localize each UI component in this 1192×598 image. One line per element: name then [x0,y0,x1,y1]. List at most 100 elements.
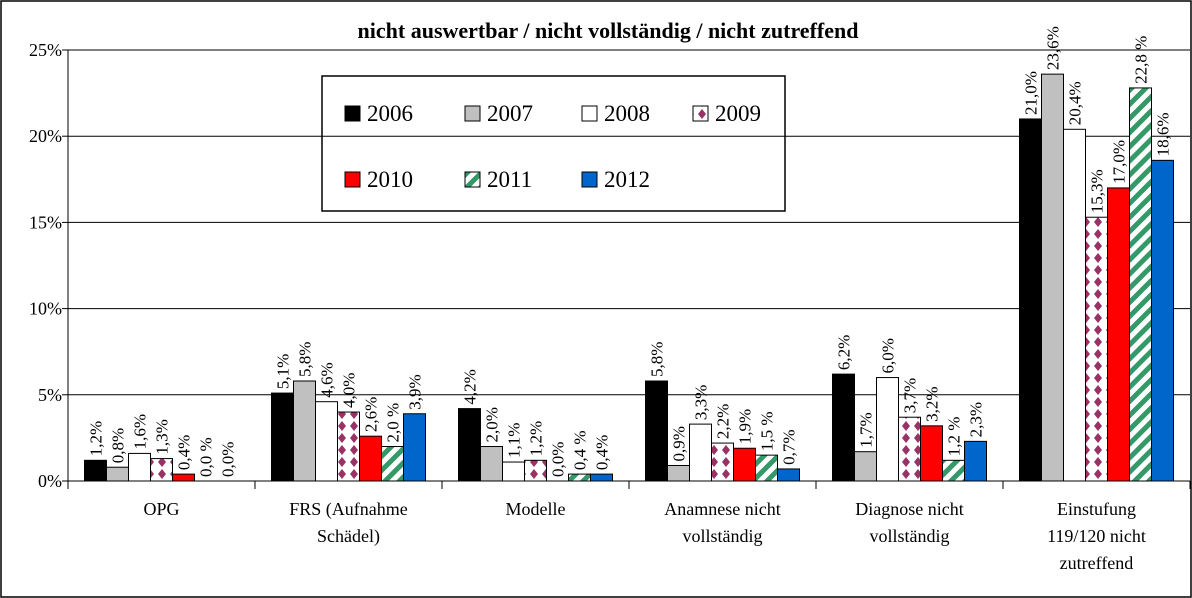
data-label: 4,6% [318,362,337,397]
data-label: 17,0% [1110,140,1129,184]
data-label: 3,3% [692,385,711,420]
bar [1019,118,1042,482]
legend-swatch [581,171,598,188]
y-tick-label: 25% [29,40,62,60]
data-label: 21,0% [1022,71,1041,115]
x-tick-label: Anamnese nicht vollständig [664,499,781,546]
data-label: 5,8% [296,342,315,377]
data-label: 1,9% [736,409,755,444]
legend-swatch [692,105,709,122]
data-label: 6,2% [835,335,854,370]
data-label: 0,0% [549,442,568,477]
bar [480,446,503,482]
legend-swatch [464,171,481,188]
bar [502,461,525,482]
bar [711,442,734,482]
data-label: 0,9% [670,426,689,461]
legend-swatch [344,171,361,188]
bar [271,392,294,482]
data-label: 0,8% [109,428,128,463]
legend-label: 2008 [604,101,650,126]
legend-label: 2009 [715,101,761,126]
data-label: 3,7% [901,378,920,413]
bar [403,413,426,482]
bar [590,473,613,482]
data-label: 1,3% [153,419,172,454]
data-label: 1,2 % [945,417,964,457]
data-label: 1,2% [527,421,546,456]
bar [84,459,107,482]
bar [381,446,404,482]
bar [667,464,690,482]
bar [964,440,987,482]
bar [172,473,195,482]
data-label: 2,2% [714,404,733,439]
data-label: 18,6% [1154,112,1173,156]
x-tick-label: Einstufung 119/120 nicht zutreffend [1047,499,1146,573]
legend-label: 2010 [367,167,413,192]
bar [876,377,899,482]
data-label: 1,5 % [758,411,777,451]
data-label: 4,0% [340,373,359,408]
data-label: 6,0% [879,338,898,373]
data-label: 2,0% [483,407,502,442]
data-label: 0,4% [593,435,612,470]
bar [315,401,338,482]
legend-swatch [581,105,598,122]
bar [568,473,591,482]
y-tick-label: 0% [38,471,62,491]
data-label: 20,4% [1066,81,1085,125]
data-label: 1,6% [131,414,150,449]
bar [1151,159,1174,482]
data-label: 22,8 % [1132,36,1151,84]
legend-label: 2012 [604,167,650,192]
legend-label: 2006 [367,101,413,126]
bar [106,466,129,482]
bar [777,468,800,482]
legend-swatch [464,105,481,122]
data-label: 3,9% [406,374,425,409]
bar [1129,87,1152,482]
bar [359,435,382,482]
y-tick-label: 20% [29,126,62,146]
data-label: 15,3% [1088,169,1107,213]
y-tick-label: 15% [29,212,62,232]
bar [755,454,778,482]
legend-swatch [344,105,361,122]
bar [128,452,151,482]
data-label: 0,4% [175,435,194,470]
legend-label: 2011 [487,167,532,192]
bar [337,411,360,482]
bar [920,425,943,482]
bar [1063,128,1086,482]
data-label: 23,6% [1044,26,1063,70]
bar [645,380,668,482]
y-tick-label: 5% [38,385,62,405]
chart-title: nicht auswertbar / nicht vollständig / n… [358,18,859,43]
bar [1085,216,1108,482]
data-label: 0,0% [219,442,238,477]
bar [293,380,316,482]
bar [689,423,712,482]
data-label: 2,6% [362,397,381,432]
data-label: 3,2% [923,386,942,421]
data-label: 1,1% [505,423,524,458]
bar [942,459,965,482]
data-label: 5,8% [648,342,667,377]
x-tick-label: FRS (Aufnahme Schädel) [289,499,408,546]
bar [524,459,547,482]
x-tick-label: Modelle [505,499,566,519]
x-tick-label: OPG [143,499,180,519]
bar [854,451,877,482]
data-label: 4,2% [461,369,480,404]
bar [1107,187,1130,482]
bar [733,447,756,482]
bar [898,416,921,482]
bar [150,458,173,482]
data-label: 0,7% [780,430,799,465]
data-label: 1,2% [87,421,106,456]
bar [1041,73,1064,482]
data-label: 2,3% [967,402,986,437]
